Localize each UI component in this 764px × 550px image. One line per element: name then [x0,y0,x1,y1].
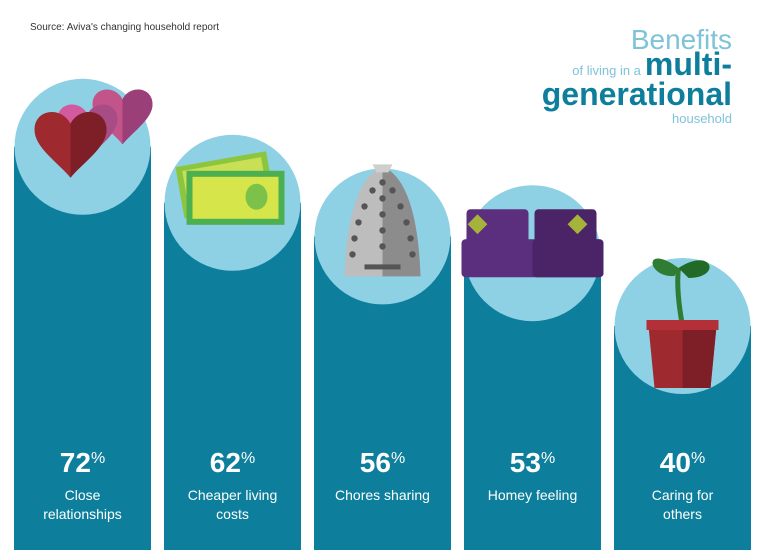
value-label-3: 56% [360,447,405,478]
value-label-2: 62% [210,447,255,478]
chart-title: Benefits of living in a multi- generatio… [541,24,732,126]
value-label-5: 40% [660,447,705,478]
bar-group-5: 40% Caring for others [614,258,751,550]
title-multi: multi- [644,46,732,82]
iron-icon [344,164,421,277]
category-label-5-line-2: others [663,506,702,522]
value-label-1: 72% [60,447,105,478]
category-label-5-line-1: Caring for [652,487,714,503]
category-label-2-line-2: costs [216,506,249,522]
category-label-2-line-1: Cheaper living [188,487,278,503]
source-note: Source: Aviva's changing household repor… [30,22,220,33]
sofa-icon [461,209,604,278]
title-benefits: Benefits [630,24,732,55]
category-label-1-line-2: relationships [43,506,122,522]
title-of-living: of living in a [572,63,641,78]
category-label-4-line-1: Homey feeling [488,487,578,503]
value-label-4: 53% [510,447,555,478]
money-icon [175,151,285,225]
title-generational: generational [541,76,732,112]
category-label-1-line-1: Close [65,487,101,503]
bar-group-4: 53% Homey feeling [461,185,604,550]
plant-pot-icon [646,258,719,388]
bar-group-3: 56% Chores sharing [314,164,451,550]
category-label-3-line-1: Chores sharing [335,487,430,503]
title-household: household [672,111,732,126]
bar-group-1: 72% Close relationships [14,78,153,550]
bar-group-2: 62% Cheaper living costs [164,134,301,550]
hearts-icon [34,89,153,178]
